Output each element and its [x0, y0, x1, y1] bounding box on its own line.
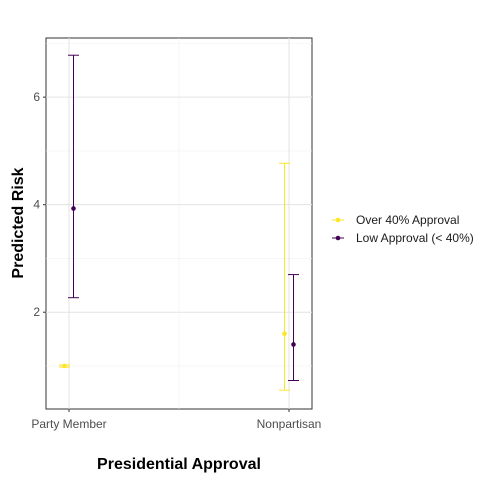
legend-label: Over 40% Approval: [356, 213, 459, 227]
data-point: [291, 342, 296, 347]
grid-lines: [46, 38, 312, 409]
data-point: [282, 331, 287, 337]
data-marks: [59, 54, 299, 391]
legend-key-point: [335, 235, 341, 241]
y-axis: 2 4 6: [33, 90, 46, 319]
x-axis-title: Presidential Approval: [97, 456, 261, 473]
data-point: [71, 206, 76, 211]
data-point: [62, 363, 67, 369]
legend: Over 40% Approval Low Approval (< 40%): [332, 213, 474, 245]
legend-key-point: [335, 217, 341, 223]
y-tick-label: 6: [33, 90, 40, 104]
x-tick-label: Party Member: [31, 417, 106, 431]
x-axis: Party Member Nonpartisan: [31, 409, 321, 431]
legend-label: Low Approval (< 40%): [356, 231, 474, 245]
y-axis-title: Predicted Risk: [10, 167, 27, 278]
y-tick-label: 4: [33, 198, 40, 212]
y-tick-label: 2: [33, 305, 40, 319]
x-tick-label: Nonpartisan: [257, 417, 322, 431]
